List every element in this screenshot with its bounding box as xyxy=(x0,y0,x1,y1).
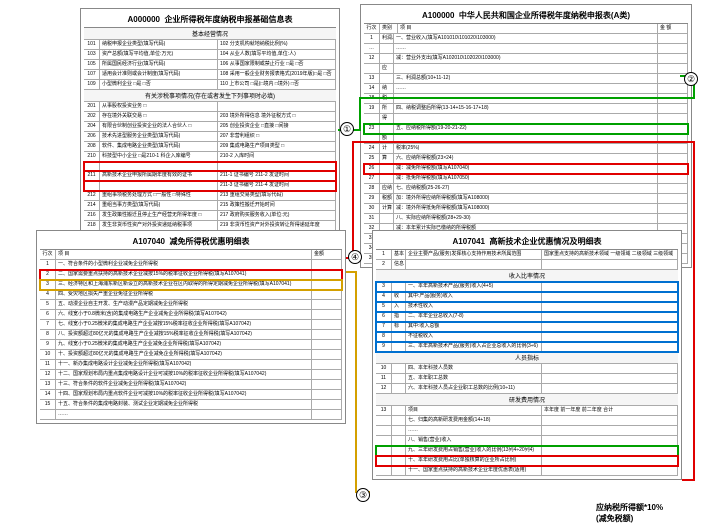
table-row: 人员指标 xyxy=(376,352,678,364)
table-row: 1基本企业主要产品(服务)发挥核心支持作用技术所属范围国家重点支持的高新技术领域… xyxy=(376,250,678,260)
table-row: 13三、利润总额(10+11-12) xyxy=(364,74,688,84)
table-row: 得 xyxy=(364,114,688,124)
table-row: 212重组事项税务处理方式 □一般性 □特殊性213 重组交易类型(填写代码) xyxy=(84,191,336,201)
table-row: 9九、线宽小于0.25微米的集成电路生产企业减免企业所得税(填写A107042) xyxy=(40,340,342,350)
table-row: 额 xyxy=(364,134,688,144)
panel-a-section1: 基本经营情况 xyxy=(84,28,336,40)
table-row: 七、归集的高新研发费用金额(14+18) xyxy=(376,416,678,426)
table-row: 5五、动漫企业自主开发、生产动漫产品定期减免企业所得税 xyxy=(40,300,342,310)
panel-a-title: A000000 企业所得税年度纳税申报基础信息表 xyxy=(84,12,336,28)
table-row: 3三、经济特区和上海浦东新区新设立的高新技术企业在区内取得的所得定期减免企业所得… xyxy=(40,280,342,290)
panel-c-head: 行次项 目金额 xyxy=(40,250,342,260)
table-row: 202存在境外关联交易 □203 境外所得信息 境外征税方式 □ xyxy=(84,112,336,122)
table-row: 18税…… xyxy=(364,94,688,104)
table-row: 29税额加：境外所得应纳所得税额(填写A108000) xyxy=(364,194,688,204)
marker-①: ① xyxy=(340,122,354,136)
table-row: 101纳税申报企业类型(填写代码)102 分支机构就地纳税比例(%) xyxy=(84,40,336,50)
table-row: ……… xyxy=(364,44,688,54)
table-row: 八、销售(营业)收入 xyxy=(376,436,678,446)
table-row: 8不征税收入 xyxy=(376,332,678,342)
table-row: 3一、本年高新技术产品(服务)收入(4+5) xyxy=(376,282,678,292)
panel-c-title: A107040 减免所得税优惠明细表 xyxy=(40,234,342,250)
table-row: 9三、本年高新技术产品(服务)收入占企业总收入的比例(3÷6) xyxy=(376,342,678,352)
panel-a100000: A100000 中华人民共和国企业所得税年度纳税申报表(A类) 行次类别项 目金… xyxy=(360,4,692,268)
table-row: 12六、本年科技人员占企业职工总数的比例(10÷11) xyxy=(376,384,678,394)
panel-b-title: A100000 中华人民共和国企业所得税年度纳税申报表(A类) xyxy=(364,8,688,24)
table-row: 31八、实际应纳所得税额(28+29-30) xyxy=(364,214,688,224)
table-row: 30计算减：境外所得抵免所得税额(填写A108000) xyxy=(364,204,688,214)
table-row: 216发生政策性搬迁且停止生产经营无所得年度 □217 政府购买服务收入(单位:… xyxy=(84,211,336,221)
table-row: 25算六、应纳所得税额(23×24) xyxy=(364,154,688,164)
table-row: 12十二、国家规划布局内重点集成电路设计企业可减按10%的税率征收企业所得税(填… xyxy=(40,370,342,380)
table-row: 214重组当事方类型(填写代码)215 政策性搬迁开始时间 xyxy=(84,201,336,211)
table-row: 11十一、新办集成电路设计企业减免企业所得税(填写A107042) xyxy=(40,360,342,370)
table-row: 26减：减免所得税额(填写A107040) xyxy=(364,164,688,174)
table-row: 九、三年研发费用占销售(营业)收入的比例(13列4÷20列4) xyxy=(376,446,678,456)
table-row: …… xyxy=(40,410,342,420)
marker-③: ③ xyxy=(356,488,370,502)
table-row: 2信息 xyxy=(376,260,678,270)
panel-a107040: A107040 减免所得税优惠明细表 行次项 目金额 1一、符合条件的小型微利企… xyxy=(36,230,346,424)
table-row: 28应纳七、应纳税额(25-26-27) xyxy=(364,184,688,194)
table-row: 107适用会计准则或会计制度(填写代码)108 采用一般企业财务报表格式(201… xyxy=(84,70,336,80)
footnote: 应纳税所得额*10%(减免税额) xyxy=(596,502,663,524)
panel-b-head: 行次类别项 目金 额 xyxy=(364,24,688,34)
table-row: 10四、本年科技人员数 xyxy=(376,364,678,374)
table-row: 2二、国家需要重点扶持的高新技术企业减按15%的税率征收企业所得税(填写A107… xyxy=(40,270,342,280)
marker-④: ④ xyxy=(348,250,362,264)
table-row: 13项目本年度 前一年度 前二年度 合计 xyxy=(376,406,678,416)
table-row: 4收其中:产品(服务)收入 xyxy=(376,292,678,302)
table-row: 14纳…… xyxy=(364,84,688,94)
panel-d-title: A107041 高新技术企业优惠情况及明细表 xyxy=(376,234,678,250)
table-row: 应 xyxy=(364,64,688,74)
panel-a000000: A000000 企业所得税年度纳税申报基础信息表 基本经营情况 101纳税申报企… xyxy=(80,8,340,235)
table-row: 105所属国民经济行业(填写代码)106 从事国家限制或禁止行业 □是 □否 xyxy=(84,60,336,70)
panel-a-section2: 有关涉税事项情况(存在或者发生下列事项时必填) xyxy=(84,90,336,102)
table-row: 收入比率情况 xyxy=(376,270,678,282)
table-row: 10十、投资额超过80亿元的集成电路生产企业减免企业所得税(填写A107042) xyxy=(40,350,342,360)
table-row xyxy=(84,162,336,171)
table-row: 211高新技术企业申报所属期年度有效的证书211-1 证书编号 211-2 发证… xyxy=(84,171,336,181)
table-row: 11五、本年职工总数 xyxy=(376,374,678,384)
table-row: 208软件、集成电路企业类型(填写代码)209 集成电路生产项目类型 □ xyxy=(84,142,336,152)
table-row: 15十五、符合条件的集成电路封装、测试企业定期减免企业所得税 xyxy=(40,400,342,410)
table-row: 研发费用情况 xyxy=(376,394,678,406)
table-row: 1利润总额计算一、营业收入(填写A101010\101020\103000) xyxy=(364,34,688,44)
table-row: 210科技型中小企业 □是210-1 科企入库编号210-2 入库时间 xyxy=(84,152,336,162)
table-row: 103资产总额(填写平均值,单位:万元)104 从业人数(填写平均值,单位:人) xyxy=(84,50,336,60)
marker-②: ② xyxy=(684,72,698,86)
table-row: 13十三、符合条件的软件企业减免企业所得税(填写A107042) xyxy=(40,380,342,390)
table-row: 8八、投资额超过80亿元的集成电路生产企业减按15%税率征收企业所得税(填写A1… xyxy=(40,330,342,340)
table-row: …… xyxy=(376,426,678,436)
table-row: 7七、线宽小于0.25微米的集成电路生产企业减按15%税率征收企业所得税(填写A… xyxy=(40,320,342,330)
table-row: 19所四、纳税调整后所得(13-14+15-16-17+18) xyxy=(364,104,688,114)
table-row: 1一、符合条件的小型微利企业减免企业所得税 xyxy=(40,260,342,270)
table-row: 6指二、本年企业总收入(7-8) xyxy=(376,312,678,322)
table-row: 十一、国家重点扶持的高新技术企业年度优惠表(适用) xyxy=(376,466,678,476)
table-row: 201从事股权投资业务 □ xyxy=(84,102,336,112)
table-row: 7标其中:收入总额 xyxy=(376,322,678,332)
panel-a107041: A107041 高新技术企业优惠情况及明细表 1基本企业主要产品(服务)发挥核心… xyxy=(372,230,682,480)
table-row: 27减：抵免所得税额(填写A107050) xyxy=(364,174,688,184)
table-row: 12减：营业外支出(填写A102010\102020\103000) xyxy=(364,54,688,64)
table-row: 5入技术性收入 xyxy=(376,302,678,312)
table-row: 14十四、国家规划布局内重点软件企业可减按10%的税率征收企业所得税(填写A10… xyxy=(40,390,342,400)
table-row: 206技术先进型服务企业类型(填写代码)207 非营利组织 □ xyxy=(84,132,336,142)
table-row: 4四、受灾地区损失严重企业免征企业所得税 xyxy=(40,290,342,300)
table-row: 204有限合伙制创业投资企业的法人合伙人 □205 创业投资企业 □直接 □间接 xyxy=(84,122,336,132)
table-row: 24计税率(25%) xyxy=(364,144,688,154)
table-row: 211-3 证书编号 211-4 发证时间 xyxy=(84,181,336,191)
table-row: 109小型微利企业 □是 □否110 上市公司 □是(□境内 □境外) □否 xyxy=(84,80,336,90)
table-row: 十、本年研发费用占比(单独核算的企业所占比例) xyxy=(376,456,678,466)
table-row: 6六、线宽小于0.8微米(含)的集成电路生产企业减免企业所得税(填写A10704… xyxy=(40,310,342,320)
table-row: 23五、应纳税所得额(19-20-21-22) xyxy=(364,124,688,134)
